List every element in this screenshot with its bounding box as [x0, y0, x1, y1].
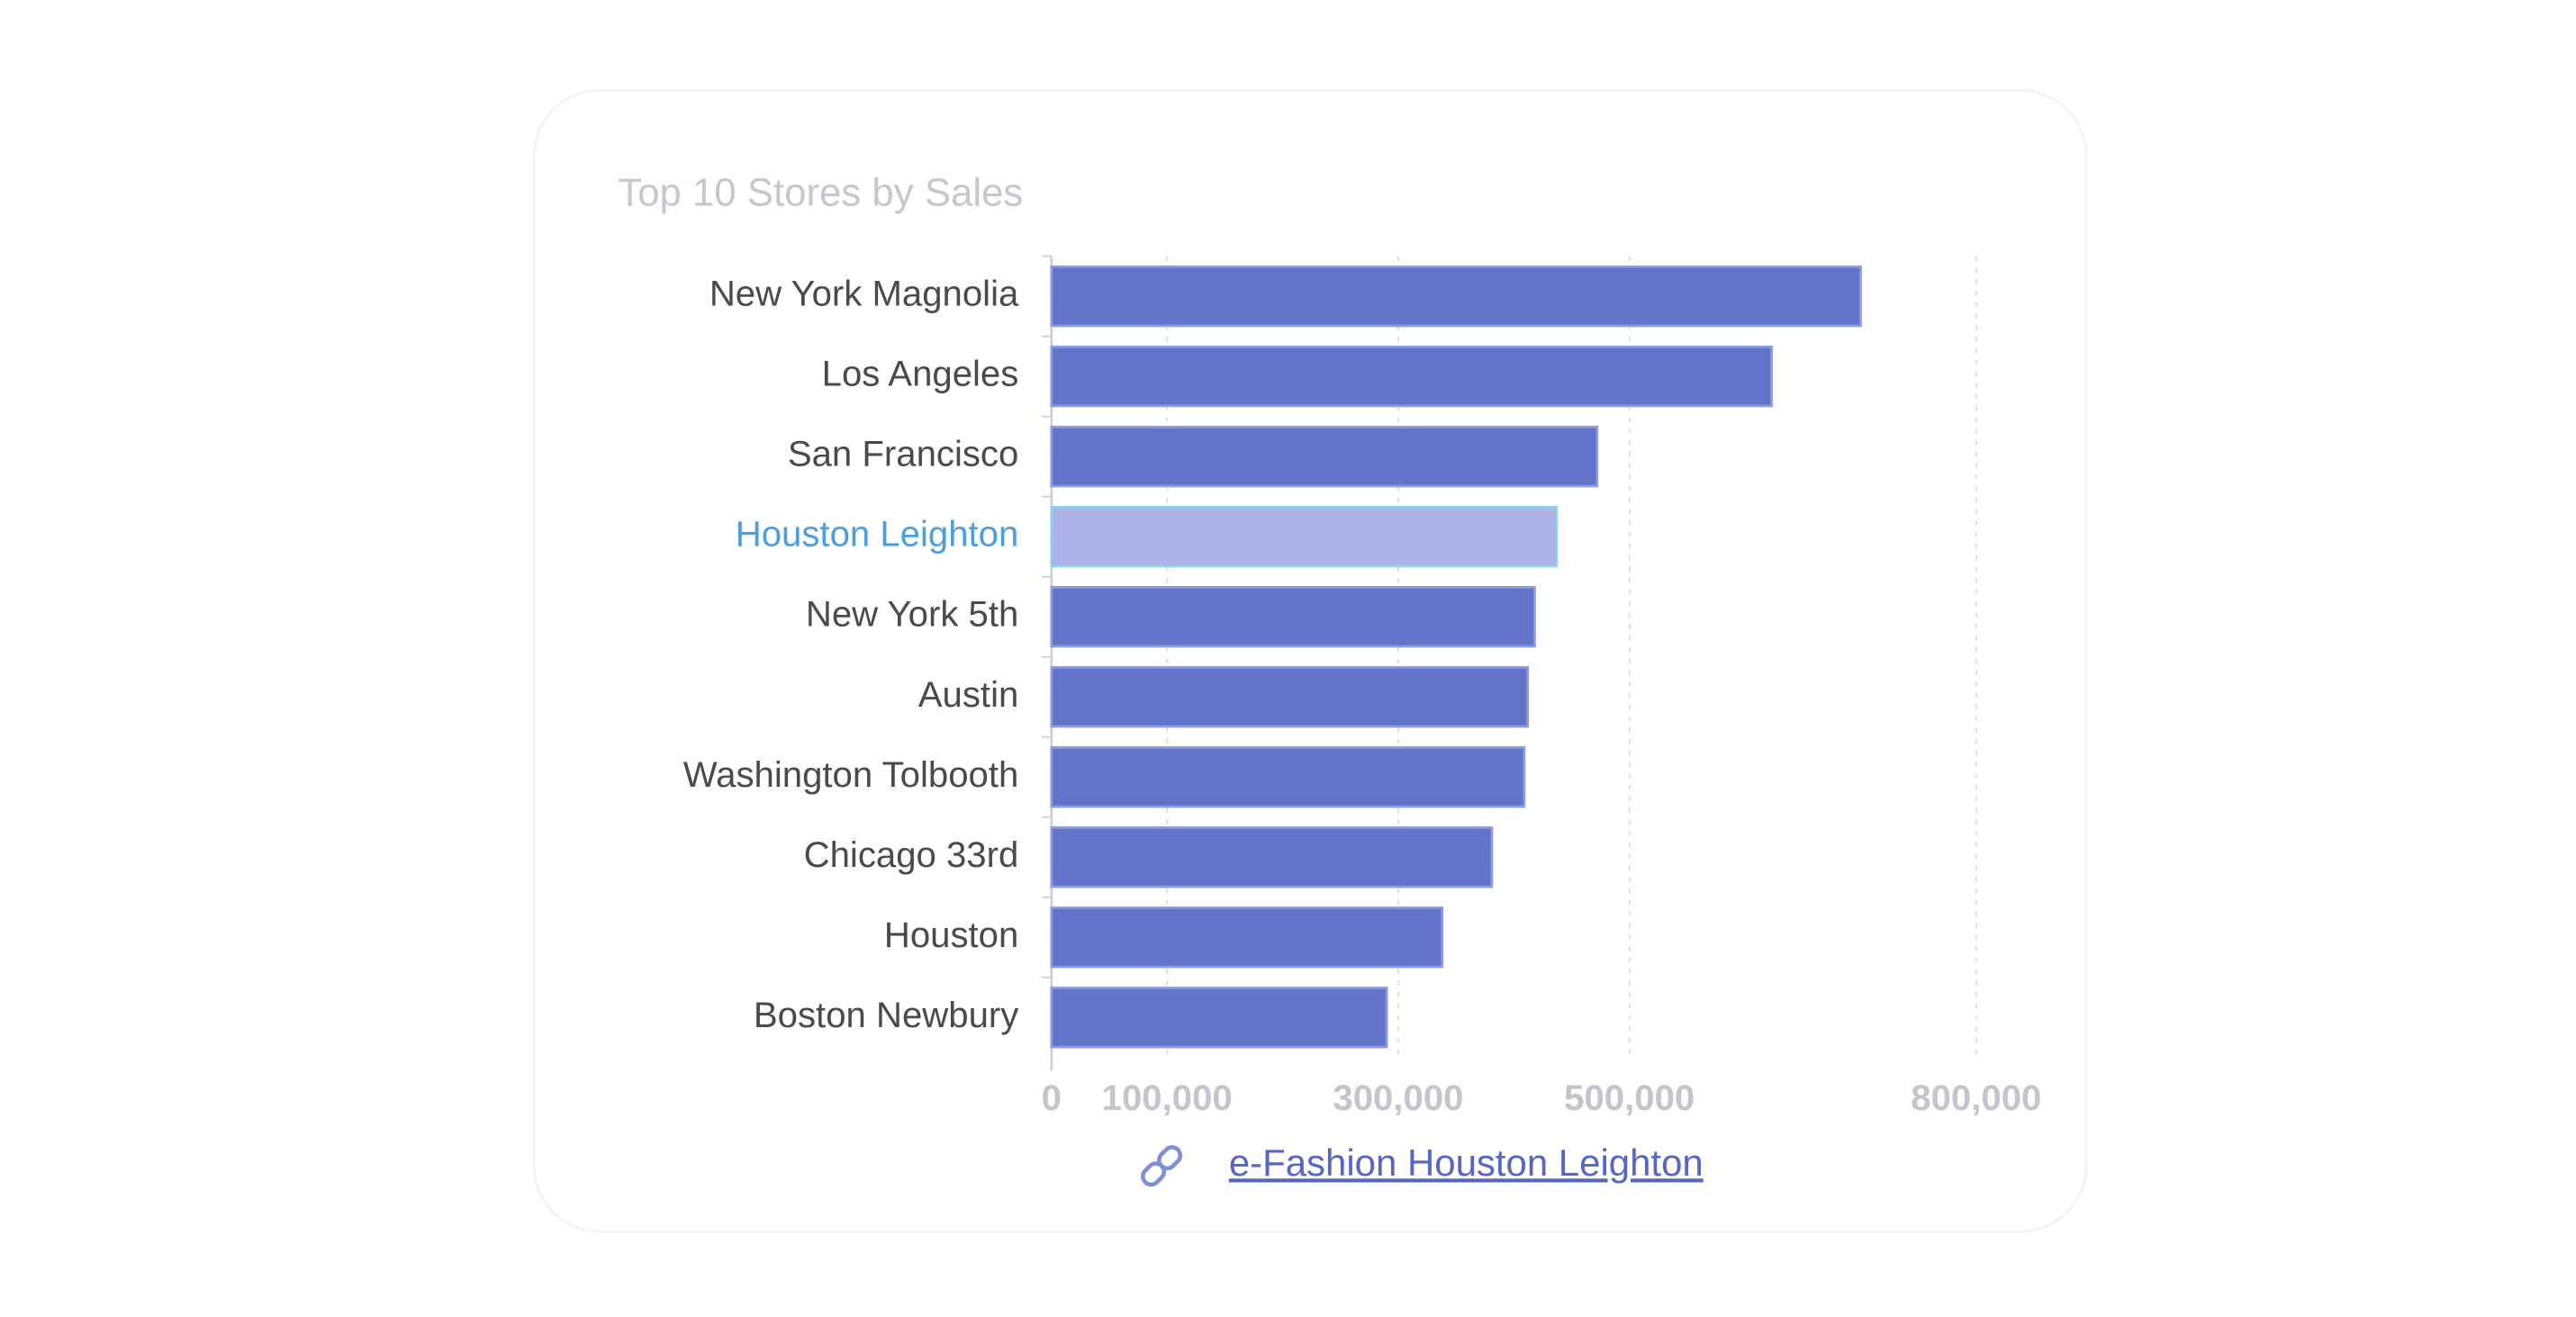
bar	[1050, 425, 1599, 488]
x-tick-label: 500,000	[1564, 1078, 1695, 1118]
bar	[1050, 826, 1494, 889]
x-tick-label: 800,000	[1911, 1078, 2041, 1118]
link-icon[interactable]	[1140, 1144, 1184, 1188]
link[interactable]: e-Fashion Houston Leighton	[1229, 1141, 1704, 1184]
bar	[1050, 345, 1773, 408]
bar	[1050, 907, 1444, 969]
y-tick-label: Boston Newbury	[754, 995, 1018, 1035]
x-tick-label: 100,000	[1102, 1078, 1233, 1118]
bar	[1050, 585, 1536, 648]
y-tick-label: Los Angeles	[822, 354, 1019, 394]
y-tick-label: Houston	[884, 915, 1018, 955]
bar	[1050, 505, 1559, 568]
y-tick-label: San Francisco	[788, 434, 1018, 474]
y-tick-label: New York Magnolia	[710, 274, 1019, 314]
bar	[1050, 665, 1530, 728]
bar	[1050, 987, 1388, 1049]
card	[532, 88, 2088, 1233]
chart-title: Top 10 Stores by Sales	[618, 171, 1023, 215]
y-tick-label: Chicago 33rd	[804, 834, 1019, 875]
bar	[1050, 265, 1862, 328]
y-tick-label: Austin	[918, 674, 1019, 715]
bar	[1050, 746, 1526, 808]
x-tick-label: 300,000	[1333, 1078, 1463, 1118]
y-tick-label: Houston Leighton	[736, 514, 1019, 555]
y-tick-label: Washington Tolbooth	[683, 754, 1019, 795]
y-tick-label: New York 5th	[806, 594, 1018, 635]
x-tick-label: 0	[1042, 1078, 1062, 1118]
